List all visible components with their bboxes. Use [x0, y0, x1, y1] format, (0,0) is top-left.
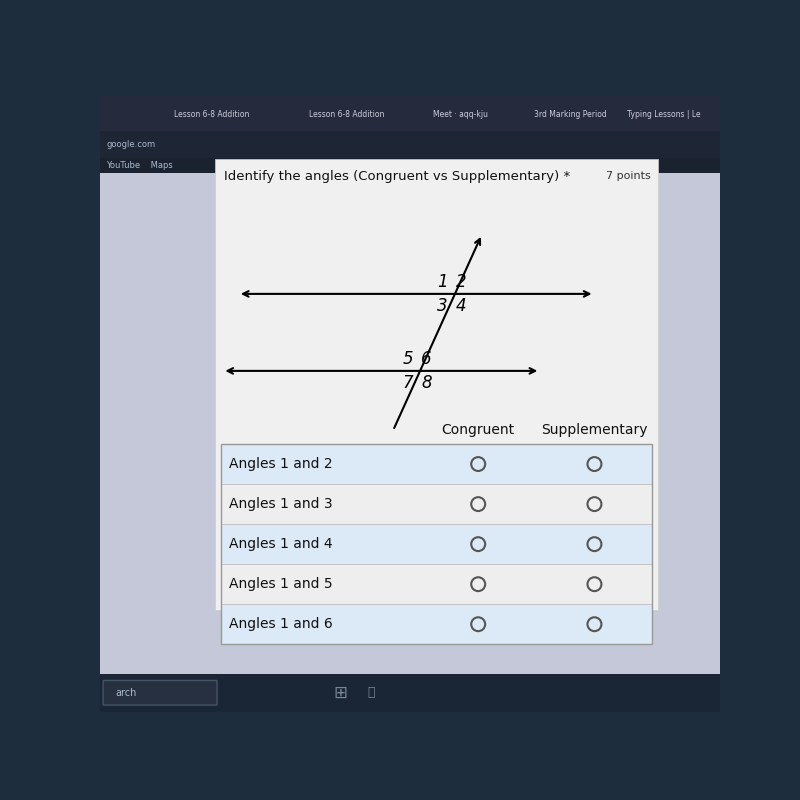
Text: Typing Lessons | Le: Typing Lessons | Le: [627, 110, 701, 119]
Bar: [221, 564, 652, 604]
Text: YouTube    Maps: YouTube Maps: [106, 161, 173, 170]
Text: 3rd Marking Period: 3rd Marking Period: [534, 110, 606, 119]
Text: Angles 1 and 6: Angles 1 and 6: [229, 618, 333, 631]
Bar: [100, 158, 720, 173]
Text: 5: 5: [402, 350, 413, 367]
Text: arch: arch: [115, 688, 137, 698]
Text: Lesson 6-8 Addition: Lesson 6-8 Addition: [310, 110, 385, 119]
Text: 8: 8: [421, 374, 431, 392]
Bar: [100, 173, 720, 674]
Bar: [100, 96, 720, 130]
Text: 4: 4: [456, 298, 466, 315]
Text: 3: 3: [438, 298, 448, 315]
Bar: [221, 484, 652, 524]
FancyBboxPatch shape: [103, 681, 217, 705]
Text: Angles 1 and 4: Angles 1 and 4: [229, 537, 332, 551]
Text: google.com: google.com: [106, 140, 155, 149]
Bar: [221, 604, 652, 644]
Bar: [100, 130, 720, 158]
Text: 7 points: 7 points: [606, 171, 650, 181]
FancyBboxPatch shape: [214, 159, 658, 610]
Bar: [221, 444, 652, 484]
Text: Angles 1 and 2: Angles 1 and 2: [229, 457, 332, 471]
Text: 7: 7: [402, 374, 413, 392]
Text: Meet · aqq-kju: Meet · aqq-kju: [434, 110, 488, 119]
Text: ⊞: ⊞: [334, 684, 347, 702]
Bar: [221, 444, 652, 644]
Text: 🗂: 🗂: [367, 686, 375, 699]
Bar: [100, 674, 720, 712]
Text: Identify the angles (Congruent vs Supplementary) *: Identify the angles (Congruent vs Supple…: [224, 170, 570, 182]
Text: 2: 2: [456, 273, 466, 290]
Bar: [221, 524, 652, 564]
Text: 1: 1: [438, 273, 448, 290]
Text: Lesson 6-8 Addition: Lesson 6-8 Addition: [174, 110, 249, 119]
Text: 6: 6: [421, 350, 431, 367]
Text: Supplementary: Supplementary: [542, 423, 648, 437]
Text: Angles 1 and 3: Angles 1 and 3: [229, 497, 332, 511]
Text: Angles 1 and 5: Angles 1 and 5: [229, 577, 332, 591]
Text: Congruent: Congruent: [442, 423, 514, 437]
